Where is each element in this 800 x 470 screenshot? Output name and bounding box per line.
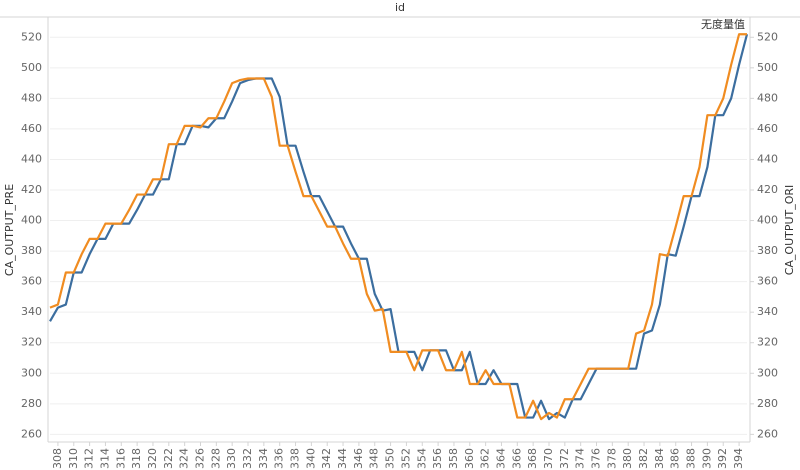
- y2-tick-label: 360: [757, 275, 778, 288]
- x-tick-label: 326: [193, 448, 206, 469]
- x-tick-label: 308: [51, 448, 64, 469]
- x-tick-label: 364: [494, 448, 507, 469]
- y2-tick-label: 280: [757, 397, 778, 410]
- y-tick-label: 420: [21, 183, 42, 196]
- x-tick-label: 376: [590, 448, 603, 469]
- y-tick-label: 260: [21, 427, 42, 440]
- x-tick-label: 392: [716, 448, 729, 469]
- y-tick-label: 340: [21, 305, 42, 318]
- y2-tick-label: 500: [757, 61, 778, 74]
- chart-title: id: [395, 1, 405, 14]
- x-tick-label: 370: [542, 448, 555, 469]
- y-tick-label: 480: [21, 91, 42, 104]
- x-tick-label: 338: [289, 448, 302, 469]
- x-tick-label: 316: [114, 448, 127, 469]
- y2-tick-label: 260: [757, 427, 778, 440]
- x-tick-label: 336: [273, 448, 286, 469]
- x-tick-label: 356: [431, 448, 444, 469]
- x-tick-label: 394: [732, 448, 745, 469]
- x-tick-label: 374: [574, 448, 587, 469]
- y-tick-label: 520: [21, 30, 42, 43]
- x-tick-label: 360: [463, 448, 476, 469]
- y-tick-label: 280: [21, 397, 42, 410]
- x-tick-label: 314: [98, 448, 111, 469]
- x-tick-label: 382: [637, 448, 650, 469]
- x-tick-label: 342: [320, 448, 333, 469]
- y2-axis-label: CA_OUTPUT_ORI: [783, 185, 796, 276]
- y-axis-label: CA_OUTPUT_PRE: [3, 184, 16, 276]
- y-tick-label: 320: [21, 336, 42, 349]
- x-tick-label: 358: [447, 448, 460, 469]
- x-tick-label: 332: [241, 448, 254, 469]
- x-tick-label: 368: [526, 448, 539, 469]
- x-tick-label: 344: [336, 448, 349, 469]
- x-tick-label: 352: [399, 448, 412, 469]
- x-tick-label: 320: [146, 448, 159, 469]
- x-tick-label: 362: [479, 448, 492, 469]
- y-tick-label: 380: [21, 244, 42, 257]
- y2-tick-label: 440: [757, 152, 778, 165]
- x-tick-label: 378: [605, 448, 618, 469]
- y-tick-label: 500: [21, 61, 42, 74]
- x-tick-label: 384: [653, 448, 666, 469]
- x-tick-label: 380: [621, 448, 634, 469]
- y2-tick-label: 400: [757, 214, 778, 227]
- y2-tick-label: 320: [757, 336, 778, 349]
- y2-tick-label: 380: [757, 244, 778, 257]
- x-tick-label: 346: [352, 448, 365, 469]
- y-tick-label: 300: [21, 366, 42, 379]
- x-tick-label: 318: [130, 448, 143, 469]
- x-tick-label: 310: [67, 448, 80, 469]
- y-tick-label: 460: [21, 122, 42, 135]
- y-tick-label: 360: [21, 275, 42, 288]
- x-tick-label: 312: [83, 448, 96, 469]
- y-tick-label: 440: [21, 152, 42, 165]
- x-tick-label: 328: [209, 448, 222, 469]
- x-tick-label: 330: [225, 448, 238, 469]
- y2-tick-label: 300: [757, 366, 778, 379]
- series-line: [49, 33, 749, 421]
- x-tick-label: 372: [558, 448, 571, 469]
- x-tick-label: 322: [162, 448, 175, 469]
- annotation: 无度量值: [701, 17, 745, 31]
- x-tick-label: 388: [685, 448, 698, 469]
- x-tick-label: 386: [669, 448, 682, 469]
- x-tick-label: 354: [415, 448, 428, 469]
- x-tick-label: 390: [700, 448, 713, 469]
- y-tick-label: 400: [21, 214, 42, 227]
- x-tick-label: 350: [384, 448, 397, 469]
- x-tick-label: 324: [178, 448, 191, 469]
- x-tick-label: 366: [510, 448, 523, 469]
- x-tick-label: 348: [368, 448, 381, 469]
- y2-tick-label: 520: [757, 30, 778, 43]
- y2-tick-label: 420: [757, 183, 778, 196]
- y2-tick-label: 480: [757, 91, 778, 104]
- y2-tick-label: 340: [757, 305, 778, 318]
- x-tick-label: 334: [257, 448, 270, 469]
- x-tick-label: 340: [304, 448, 317, 469]
- series-line: [49, 33, 747, 421]
- y2-tick-label: 460: [757, 122, 778, 135]
